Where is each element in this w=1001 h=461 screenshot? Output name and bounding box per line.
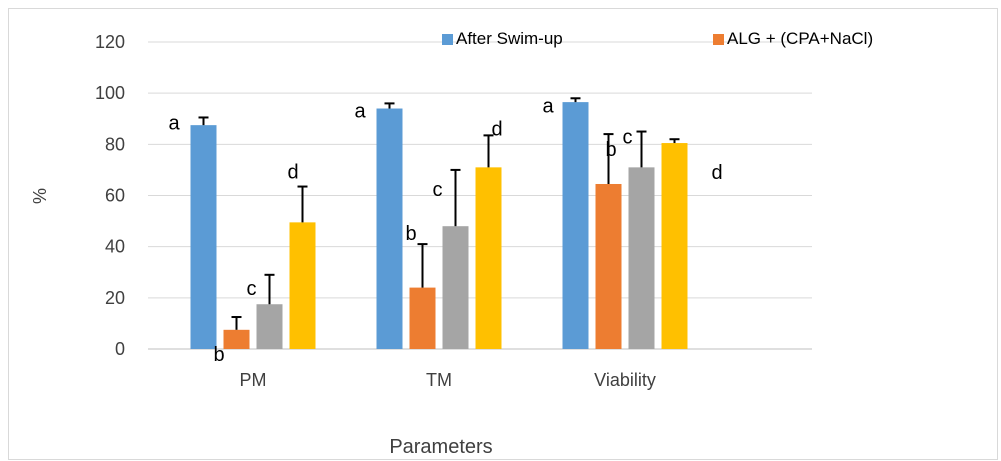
y-tick-label: 120 <box>95 32 125 52</box>
significance-letter: a <box>355 100 367 122</box>
x-tick-label: Viability <box>594 370 656 390</box>
bar <box>190 125 217 349</box>
y-tick-label: 20 <box>105 288 125 308</box>
significance-letter: d <box>288 162 299 184</box>
significance-letter: b <box>214 344 225 366</box>
significance-letter: c <box>623 127 633 149</box>
bar <box>661 143 688 349</box>
significance-letter: c <box>433 179 443 201</box>
bar <box>442 226 469 349</box>
bar <box>376 108 403 350</box>
bar <box>256 304 283 349</box>
y-tick-label: 100 <box>95 83 125 103</box>
bars <box>190 102 688 350</box>
legend: After Swim-up ALG + (CPA+NaCl) <box>442 29 873 48</box>
y-axis-label: % <box>30 188 50 204</box>
bar <box>562 102 589 349</box>
bar <box>628 167 655 349</box>
x-tick-label: PM <box>240 370 267 390</box>
y-tick-label: 40 <box>105 237 125 257</box>
x-tick-label: TM <box>426 370 452 390</box>
legend-label: ALG + (CPA+NaCl) <box>727 29 873 48</box>
significance-letter: d <box>712 162 723 184</box>
significance-letter: b <box>606 139 617 161</box>
significance-letter: a <box>169 112 181 134</box>
x-axis-label: Parameters <box>389 436 492 458</box>
bar <box>223 329 250 349</box>
significance-letter: b <box>406 223 417 245</box>
legend-swatch <box>442 34 453 45</box>
significance-letter: a <box>543 95 555 117</box>
bar <box>475 167 502 349</box>
bar <box>409 287 436 349</box>
chart-frame <box>8 8 998 460</box>
error-bars <box>198 97 680 330</box>
significance-letter: d <box>492 118 503 140</box>
y-tick-label: 60 <box>105 186 125 206</box>
axis-ticks: 0 20 40 60 80 100 120 PM TM Viability <box>95 32 656 390</box>
y-tick-label: 80 <box>105 134 125 154</box>
legend-label: After Swim-up <box>456 29 563 48</box>
bar <box>595 183 622 349</box>
y-tick-label: 0 <box>115 339 125 359</box>
significance-letter: c <box>247 278 257 300</box>
gridlines <box>148 41 812 350</box>
bar <box>289 222 316 349</box>
legend-swatch <box>713 34 724 45</box>
